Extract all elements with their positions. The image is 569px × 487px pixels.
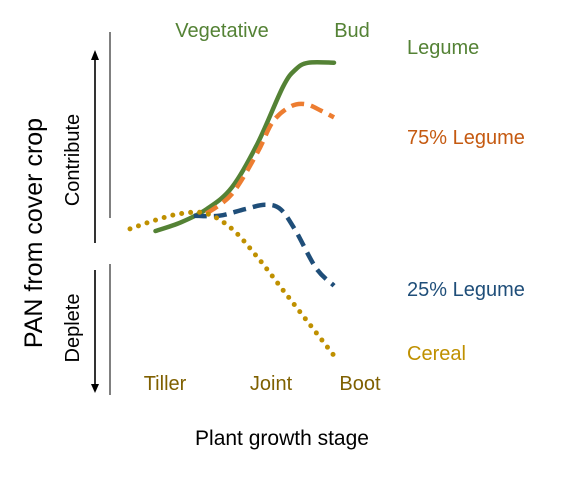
x-axis-label: Plant growth stage [195, 427, 369, 450]
series-label-25-legume: 25% Legume [407, 279, 525, 301]
series-label-legume: Legume [407, 37, 479, 59]
series-line-75-legume [205, 101, 336, 216]
contribute-arrow [91, 50, 99, 243]
bottom-tick-tiller: Tiller [144, 373, 187, 395]
top-tick-bud: Bud [334, 20, 370, 42]
y-axis-label: PAN from cover crop [20, 118, 48, 348]
bottom-tick-boot: Boot [339, 373, 381, 395]
series-label-75-legume: 75% Legume [407, 127, 525, 149]
bottom-tick-joint: Joint [250, 373, 293, 395]
series-line-25-legume [193, 202, 336, 288]
region-label-deplete: Deplete [62, 294, 84, 363]
top-tick-vegetative: Vegetative [175, 20, 268, 42]
series-label-cereal: Cereal [407, 343, 466, 365]
series-layer [127, 59, 337, 359]
deplete-arrow [91, 270, 99, 393]
series-line-cereal [127, 209, 337, 359]
series-line-legume [153, 59, 337, 234]
region-label-contribute: Contribute [62, 114, 84, 206]
